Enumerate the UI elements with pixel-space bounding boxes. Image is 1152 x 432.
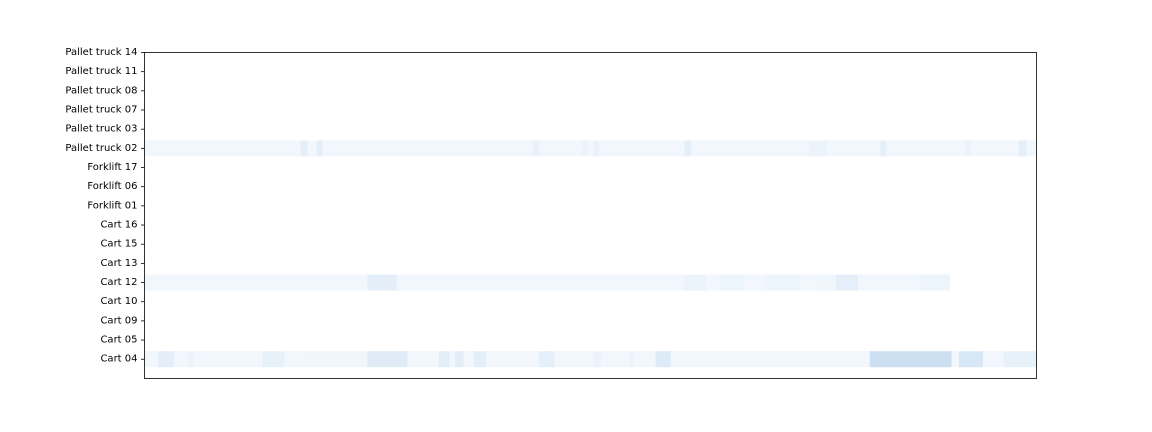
cell-cart-04-12 [454, 351, 464, 368]
cell-cart-12-5 [719, 274, 745, 291]
cell-pallet-truck-02-10 [599, 140, 685, 157]
y-tick-label-cart-09: Cart 09 [100, 315, 137, 326]
cell-pallet-truck-02-1 [300, 140, 308, 157]
y-axis: Pallet truck 14 Pallet truck 11 Pallet tru… [65, 47, 145, 365]
y-tick-label-cart-10: Cart 10 [100, 296, 137, 307]
cell-cart-12-11 [858, 274, 921, 291]
cell-cart-12-9 [817, 274, 836, 291]
y-tick-label-pallet-truck-11: Pallet truck 11 [65, 66, 137, 77]
cell-pallet-truck-02-11 [684, 140, 692, 157]
cell-cart-04-0 [144, 351, 158, 368]
cell-pallet-truck-02-17 [965, 140, 972, 157]
cell-cart-04-14 [473, 351, 487, 368]
y-tick-label-pallet-truck-02: Pallet truck 02 [65, 143, 137, 154]
cell-cart-12-2 [396, 274, 685, 291]
cell-cart-04-13 [463, 351, 474, 368]
heatmap-cells [144, 140, 1037, 368]
cell-cart-04-10 [438, 351, 450, 368]
cell-cart-04-24 [869, 351, 952, 368]
cell-pallet-truck-02-13 [809, 140, 827, 157]
cell-cart-12-12 [920, 274, 950, 291]
cell-pallet-truck-02-2 [307, 140, 317, 157]
cell-cart-04-17 [554, 351, 594, 368]
cell-pallet-truck-02-16 [886, 140, 966, 157]
y-tick-label-forklift-06: Forklift 06 [87, 181, 137, 192]
cell-pallet-truck-02-14 [826, 140, 881, 157]
cell-pallet-truck-02-3 [316, 140, 323, 157]
cell-cart-04-15 [486, 351, 539, 368]
cell-pallet-truck-02-12 [691, 140, 810, 157]
cell-cart-04-28 [1003, 351, 1037, 368]
cell-cart-04-16 [538, 351, 555, 368]
cell-pallet-truck-02-4 [322, 140, 533, 157]
cell-pallet-truck-02-9 [593, 140, 600, 157]
cell-pallet-truck-02-5 [532, 140, 540, 157]
cell-cart-12-4 [706, 274, 720, 291]
cell-pallet-truck-02-20 [1026, 140, 1037, 157]
cell-cart-12-3 [684, 274, 707, 291]
cell-cart-04-11 [449, 351, 455, 368]
cell-pallet-truck-02-15 [880, 140, 887, 157]
cell-pallet-truck-02-8 [587, 140, 594, 157]
cell-cart-12-0 [144, 274, 368, 291]
axes-frame [144, 52, 1037, 379]
cell-cart-04-18 [593, 351, 602, 368]
cell-pallet-truck-02-7 [581, 140, 588, 157]
cell-cart-12-1 [367, 274, 397, 291]
y-tick-label-cart-05: Cart 05 [100, 335, 137, 346]
y-tick-label-cart-12: Cart 12 [100, 277, 137, 288]
cell-cart-04-4 [193, 351, 263, 368]
cell-cart-04-25 [951, 351, 959, 368]
cell-pallet-truck-02-19 [1018, 140, 1027, 157]
plot-area [144, 52, 1037, 379]
cell-cart-04-27 [982, 351, 1004, 368]
cell-cart-04-7 [309, 351, 368, 368]
cell-cart-04-6 [284, 351, 310, 368]
cell-cart-04-3 [187, 351, 194, 368]
cell-cart-12-10 [835, 274, 859, 291]
cell-cart-04-8 [367, 351, 408, 368]
cell-cart-12-6 [744, 274, 765, 291]
y-tick-label-cart-15: Cart 15 [100, 239, 137, 250]
cell-cart-04-22 [655, 351, 671, 368]
cell-pallet-truck-02-0 [144, 140, 301, 157]
cell-cart-04-20 [628, 351, 635, 368]
cell-pallet-truck-02-18 [971, 140, 1019, 157]
cell-cart-04-21 [634, 351, 656, 368]
y-tick-label-pallet-truck-08: Pallet truck 08 [65, 85, 137, 96]
y-tick-label-cart-13: Cart 13 [100, 258, 137, 269]
y-tick-label-cart-16: Cart 16 [100, 220, 137, 231]
plot-background [144, 52, 1037, 379]
cell-cart-04-26 [958, 351, 983, 368]
cell-cart-12-7 [764, 274, 801, 291]
cell-pallet-truck-02-6 [539, 140, 582, 157]
cell-cart-04-19 [601, 351, 629, 368]
y-tick-label-pallet-truck-14: Pallet truck 14 [65, 47, 137, 58]
y-tick-label-pallet-truck-07: Pallet truck 07 [65, 105, 137, 116]
cell-cart-04-23 [670, 351, 870, 368]
y-tick-label-cart-04: Cart 04 [100, 354, 137, 365]
cell-cart-04-1 [157, 351, 174, 368]
y-tick-label-forklift-17: Forklift 17 [87, 162, 137, 173]
y-tick-label-pallet-truck-03: Pallet truck 03 [65, 124, 137, 135]
cell-cart-04-2 [173, 351, 188, 368]
cell-cart-04-9 [407, 351, 439, 368]
y-tick-label-forklift-01: Forklift 01 [87, 200, 137, 211]
cell-cart-12-8 [800, 274, 818, 291]
cell-cart-04-5 [262, 351, 285, 368]
